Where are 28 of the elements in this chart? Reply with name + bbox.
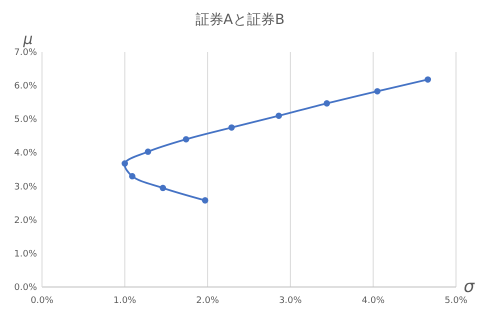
point [276, 112, 282, 119]
chart-title: 証券Aと証券B [195, 12, 285, 28]
x-tick-label: 4.0% [362, 296, 386, 306]
point [160, 184, 166, 192]
x-tick-label: 3.0% [278, 296, 302, 306]
y-tick-label: 1.0% [14, 249, 38, 260]
x-tick-label: 0.0% [30, 296, 54, 306]
point [324, 100, 330, 107]
x-tick-label: 1.0% [113, 296, 137, 306]
x-tick-label: 5.0% [444, 296, 468, 306]
point [374, 88, 381, 94]
y-tick-label: 5.0% [14, 115, 38, 126]
point [202, 197, 208, 204]
point [129, 173, 136, 180]
y-tick-label: 6.0% [14, 82, 38, 92]
point [182, 136, 190, 142]
x-axis-title: σ [464, 277, 476, 297]
y-tick-label: 7.0% [14, 48, 38, 58]
y-tick-label: 3.0% [14, 182, 38, 192]
x-tick-label: 2.0% [196, 296, 220, 306]
point [144, 148, 152, 155]
y-tick-label: 0.0% [14, 283, 38, 293]
point [424, 76, 432, 83]
point [122, 160, 128, 167]
y-tick-label: 2.0% [14, 216, 38, 226]
y-tick-label: 4.0% [14, 148, 38, 159]
y-axis-title: μ [22, 30, 33, 48]
point [228, 124, 235, 131]
